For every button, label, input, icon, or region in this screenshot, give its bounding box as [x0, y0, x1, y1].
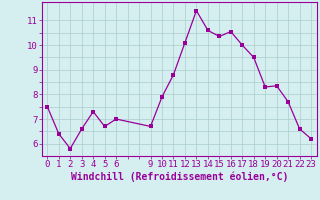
X-axis label: Windchill (Refroidissement éolien,°C): Windchill (Refroidissement éolien,°C) [70, 172, 288, 182]
